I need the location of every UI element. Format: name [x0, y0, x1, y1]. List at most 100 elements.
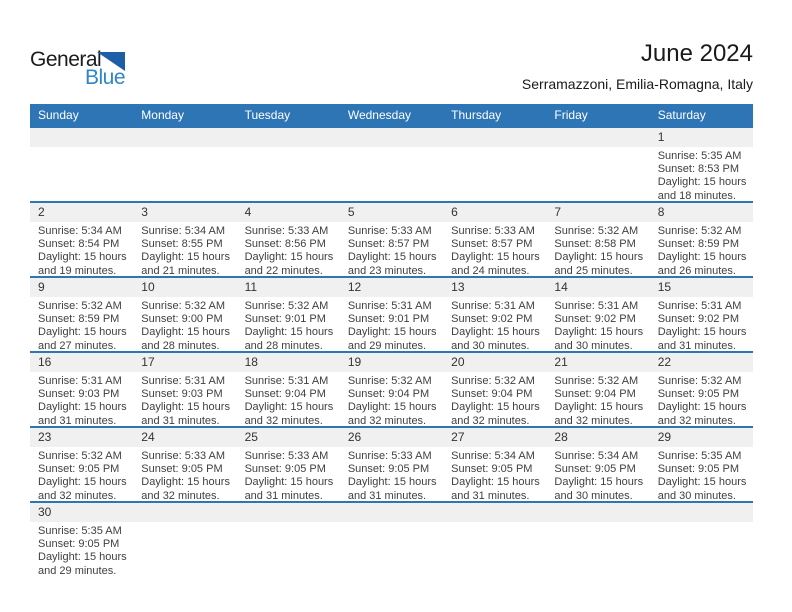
sunrise-text: Sunrise: 5:35 AM	[38, 525, 122, 537]
daylight-text: Daylight: 15 hours	[347, 476, 437, 489]
sunrise-text: Sunrise: 5:31 AM	[141, 375, 226, 387]
empty-day-cell	[236, 128, 340, 201]
daylight-text: Daylight: 15 hours	[657, 326, 747, 339]
day-cell: 25 Sunrise: 5:33 AM Sunset: 9:05 PM Dayligh…	[236, 428, 340, 501]
day-details: Sunrise: 5:35 AM Sunset: 9:05 PM Daylight:…	[650, 447, 753, 501]
day-cell: 30 Sunrise: 5:35 AM Sunset: 9:05 PM Dayligh…	[30, 503, 134, 576]
day-details: Sunrise: 5:34 AM Sunset: 9:05 PM Daylight:…	[443, 447, 546, 501]
empty-day-cell	[339, 503, 444, 576]
day-number: 13	[443, 278, 547, 297]
empty-day-cell	[339, 128, 444, 201]
calendar-location: Serramazzoni, Emilia-Romagna, Italy	[521, 76, 753, 92]
day-number: 15	[649, 278, 753, 297]
logo-text-general: General	[30, 48, 102, 71]
daylight-text: and 27 minutes.	[38, 339, 117, 351]
sunset-text: Sunset: 9:04 PM	[244, 388, 326, 401]
day-number: 30	[30, 503, 134, 522]
daylight-text: and 28 minutes.	[244, 339, 323, 351]
daylight-text: and 32 minutes.	[38, 489, 117, 501]
sunset-text: Sunset: 9:01 PM	[347, 313, 430, 326]
sunrise-text: Sunrise: 5:35 AM	[657, 150, 742, 162]
daylight-text: and 24 minutes.	[451, 264, 530, 276]
day-cell: 19 Sunrise: 5:32 AM Sunset: 9:04 PM Dayligh…	[339, 353, 444, 426]
daylight-text: Daylight: 15 hours	[38, 476, 127, 489]
sunset-text: Sunset: 8:57 PM	[347, 238, 430, 251]
sunset-text: Sunset: 8:54 PM	[38, 238, 120, 251]
sunrise-text: Sunrise: 5:33 AM	[244, 450, 329, 462]
day-cell: 8 Sunrise: 5:32 AM Sunset: 8:59 PM Daylight…	[649, 203, 753, 276]
day-number: 10	[133, 278, 237, 297]
weekday-label-friday: Friday	[554, 108, 588, 122]
day-cell: 18 Sunrise: 5:31 AM Sunset: 9:04 PM Dayligh…	[236, 353, 340, 426]
day-cell: 7 Sunrise: 5:32 AM Sunset: 8:58 PM Daylight…	[546, 203, 650, 276]
sunrise-text: Sunrise: 5:32 AM	[657, 375, 742, 387]
day-number: 8	[649, 203, 753, 222]
daylight-text: and 32 minutes.	[657, 414, 736, 426]
day-cell: 14 Sunrise: 5:31 AM Sunset: 9:02 PM Dayligh…	[546, 278, 650, 351]
week-row: 1 Sunrise: 5:35 AM Sunset: 8:53 PM Daylight…	[30, 126, 753, 201]
day-number: 27	[443, 428, 547, 447]
day-cell: 17 Sunrise: 5:31 AM Sunset: 9:03 PM Dayligh…	[133, 353, 237, 426]
day-number	[339, 128, 444, 147]
day-number: 16	[30, 353, 134, 372]
empty-day-cell	[546, 128, 650, 201]
weekday-label-sunday: Sunday	[38, 108, 79, 122]
sunset-text: Sunset: 8:57 PM	[451, 238, 533, 251]
day-cell: 3 Sunrise: 5:34 AM Sunset: 8:55 PM Daylight…	[133, 203, 237, 276]
day-cell: 5 Sunrise: 5:33 AM Sunset: 8:57 PM Daylight…	[339, 203, 444, 276]
week-row: 16 Sunrise: 5:31 AM Sunset: 9:03 PM Dayligh…	[30, 351, 753, 426]
day-cell: 13 Sunrise: 5:31 AM Sunset: 9:02 PM Dayligh…	[443, 278, 547, 351]
day-number: 3	[133, 203, 237, 222]
sunrise-text: Sunrise: 5:32 AM	[554, 375, 639, 387]
weekday-label-tuesday: Tuesday	[244, 108, 291, 122]
day-details: Sunrise: 5:33 AM Sunset: 8:57 PM Daylight:…	[443, 222, 546, 276]
day-cell: 24 Sunrise: 5:33 AM Sunset: 9:05 PM Dayligh…	[133, 428, 237, 501]
weekday-header-row: Sunday Monday Tuesday Wednesday Thursday Frid…	[30, 104, 753, 126]
weekday-label-thursday: Thursday	[451, 108, 502, 122]
sunset-text: Sunset: 9:02 PM	[554, 313, 636, 326]
day-number: 4	[236, 203, 340, 222]
daylight-text: and 25 minutes.	[554, 264, 633, 276]
sunset-text: Sunset: 9:05 PM	[244, 463, 326, 476]
daylight-text: Daylight: 15 hours	[141, 251, 230, 264]
day-details: Sunrise: 5:34 AM Sunset: 9:05 PM Daylight:…	[546, 447, 649, 501]
sunrise-text: Sunrise: 5:34 AM	[451, 450, 535, 462]
day-cell: 11 Sunrise: 5:32 AM Sunset: 9:01 PM Dayligh…	[236, 278, 340, 351]
sunset-text: Sunset: 9:02 PM	[451, 313, 533, 326]
day-details: Sunrise: 5:31 AM Sunset: 9:02 PM Daylight:…	[546, 297, 649, 351]
sunrise-text: Sunrise: 5:32 AM	[347, 375, 432, 387]
daylight-text: and 32 minutes.	[554, 414, 633, 426]
daylight-text: and 32 minutes.	[347, 414, 427, 426]
daylight-text: Daylight: 15 hours	[451, 326, 540, 339]
daylight-text: Daylight: 15 hours	[554, 401, 644, 414]
sunset-text: Sunset: 8:55 PM	[141, 238, 223, 251]
sunset-text: Sunset: 8:56 PM	[244, 238, 326, 251]
sunrise-text: Sunrise: 5:32 AM	[244, 300, 329, 312]
daylight-text: and 31 minutes.	[244, 489, 323, 501]
day-number: 9	[30, 278, 134, 297]
day-number	[339, 503, 444, 522]
day-details: Sunrise: 5:35 AM Sunset: 8:53 PM Daylight:…	[650, 147, 753, 201]
day-cell: 22 Sunrise: 5:32 AM Sunset: 9:05 PM Dayligh…	[649, 353, 753, 426]
day-details: Sunrise: 5:32 AM Sunset: 8:58 PM Daylight:…	[546, 222, 649, 276]
sunset-text: Sunset: 9:05 PM	[38, 463, 120, 476]
week-row: 23 Sunrise: 5:32 AM Sunset: 9:05 PM Dayligh…	[30, 426, 753, 501]
day-cell: 10 Sunrise: 5:32 AM Sunset: 9:00 PM Dayligh…	[133, 278, 237, 351]
day-number: 19	[339, 353, 444, 372]
day-details: Sunrise: 5:33 AM Sunset: 9:05 PM Daylight:…	[237, 447, 340, 501]
daylight-text: and 32 minutes.	[451, 414, 530, 426]
general-blue-logo: General Blue	[30, 48, 160, 92]
day-number: 7	[546, 203, 650, 222]
sunset-text: Sunset: 9:05 PM	[38, 538, 120, 551]
day-number: 14	[546, 278, 650, 297]
sunset-text: Sunset: 9:02 PM	[657, 313, 740, 326]
sunrise-text: Sunrise: 5:33 AM	[347, 450, 432, 462]
day-number	[443, 503, 547, 522]
daylight-text: Daylight: 15 hours	[657, 476, 747, 489]
day-details: Sunrise: 5:32 AM Sunset: 9:04 PM Daylight:…	[443, 372, 546, 426]
daylight-text: Daylight: 15 hours	[38, 401, 127, 414]
day-cell: 6 Sunrise: 5:33 AM Sunset: 8:57 PM Daylight…	[443, 203, 547, 276]
logo-text-blue: Blue	[85, 66, 126, 89]
day-details: Sunrise: 5:32 AM Sunset: 8:59 PM Daylight:…	[30, 297, 133, 351]
day-number: 18	[236, 353, 340, 372]
